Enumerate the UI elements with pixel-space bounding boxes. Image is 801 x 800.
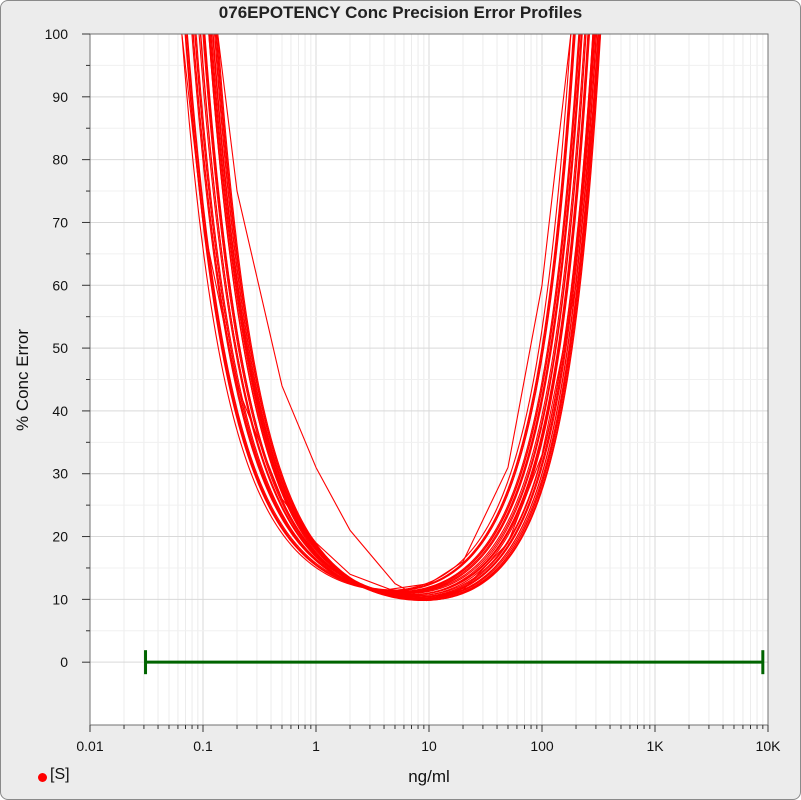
profile-curve	[186, 33, 576, 591]
y-axis-label: % Conc Error	[13, 329, 32, 431]
y-tick-label: 70	[52, 214, 68, 230]
x-tick-label: 1K	[646, 738, 664, 754]
y-tick-label: 100	[45, 26, 69, 42]
profile-curve-outlier	[217, 33, 602, 602]
y-tick-label: 90	[52, 89, 68, 105]
y-tick-label: 30	[52, 466, 68, 482]
profile-curve	[216, 33, 601, 601]
legend-label: [S]	[50, 766, 70, 783]
y-tick-label: 0	[60, 654, 68, 670]
legend: [S]	[38, 766, 70, 784]
y-tick-label: 50	[52, 340, 68, 356]
x-axis: 0.01 0.1 1 10 100 1K 10K	[76, 725, 781, 754]
y-tick-label: 40	[52, 403, 68, 419]
range-bar	[144, 650, 765, 675]
chart-title: 076EPOTENCY Conc Precision Error Profile…	[218, 3, 583, 22]
profile-curve	[214, 33, 599, 602]
y-axis: 0 10 20 30 40 50 60 70 80 90 100	[45, 26, 90, 670]
profile-curves	[181, 33, 602, 602]
x-tick-label: 100	[530, 738, 554, 754]
y-tick-label: 10	[52, 591, 68, 607]
x-tick-label: 0.1	[193, 738, 213, 754]
profile-curve-outlier	[181, 33, 572, 590]
profile-curve	[208, 33, 594, 597]
x-tick-label: 10K	[756, 738, 782, 754]
x-tick-label: 10	[421, 738, 437, 754]
x-axis-label: ng/ml	[408, 767, 450, 786]
y-tick-label: 80	[52, 152, 68, 168]
y-tick-label: 60	[52, 277, 68, 293]
x-tick-label: 1	[312, 738, 320, 754]
x-tick-label: 0.01	[76, 738, 103, 754]
legend-marker	[38, 772, 47, 782]
y-tick-label: 20	[52, 529, 68, 545]
